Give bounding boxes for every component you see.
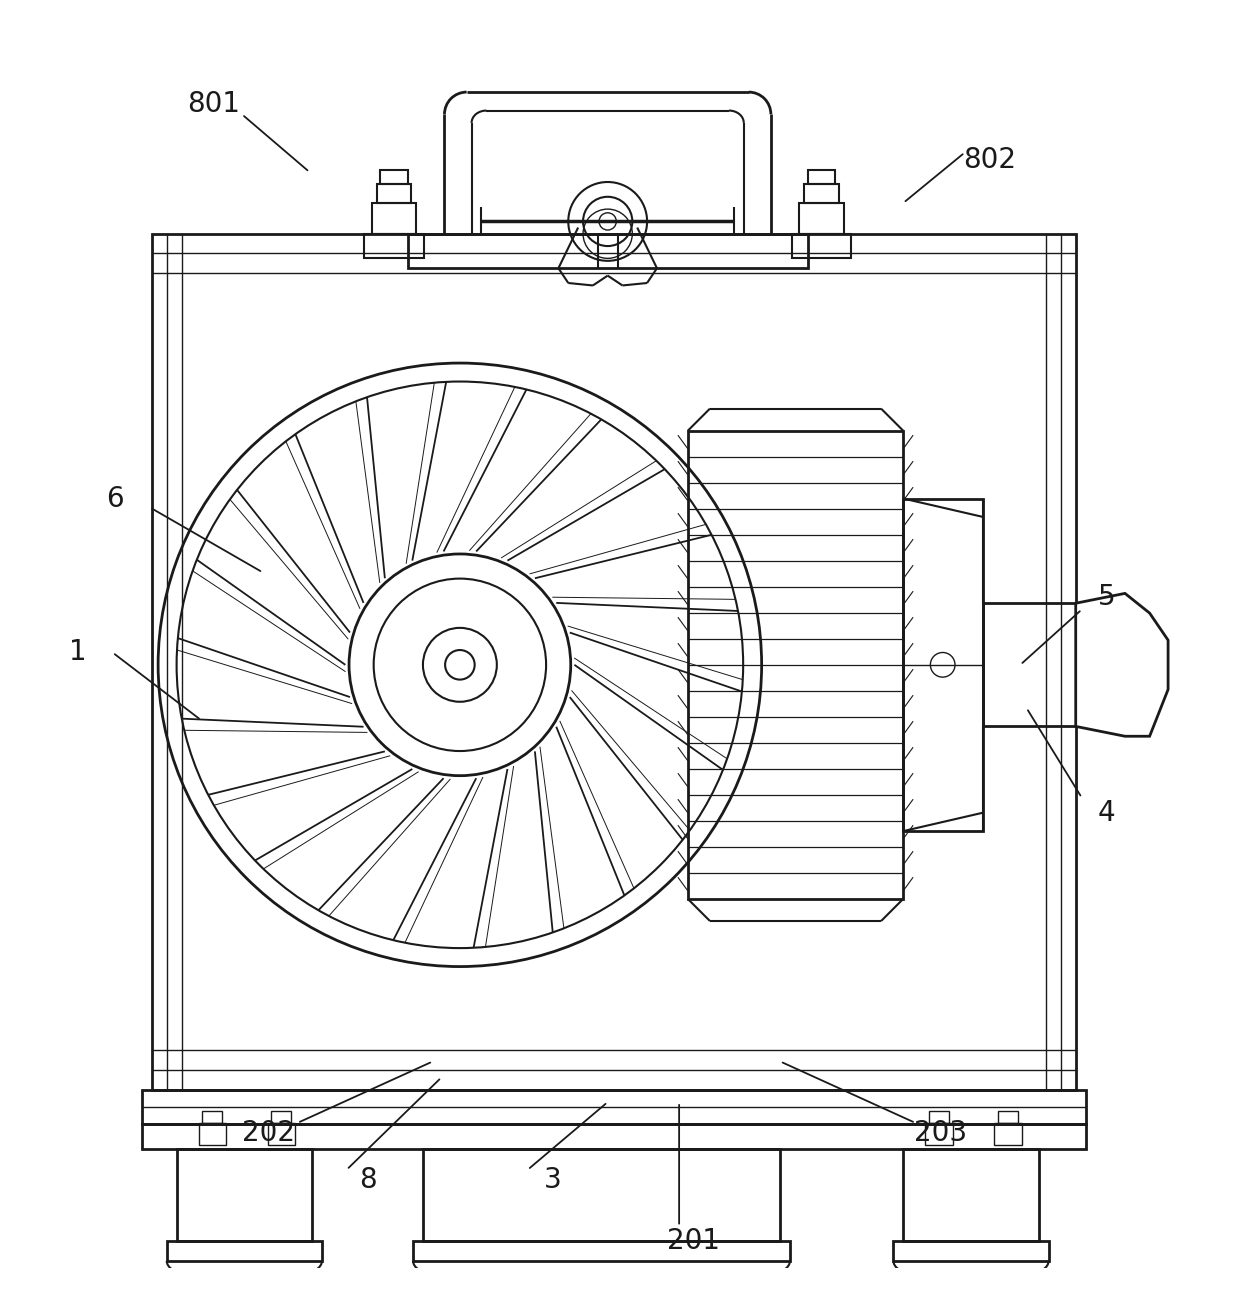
Polygon shape: [1076, 594, 1168, 736]
Bar: [894, 1241, 1049, 1261]
Text: 1: 1: [69, 638, 87, 667]
Bar: [198, 1124, 226, 1146]
Bar: [925, 1124, 952, 1146]
Bar: [153, 234, 1076, 1090]
Bar: [423, 1148, 780, 1241]
Bar: [800, 204, 843, 234]
Bar: [166, 1241, 322, 1261]
Bar: [804, 184, 838, 204]
Bar: [272, 1111, 291, 1124]
Bar: [381, 170, 408, 184]
Bar: [143, 1124, 1085, 1148]
Bar: [929, 1111, 949, 1124]
Text: 802: 802: [963, 146, 1016, 174]
Bar: [377, 184, 412, 204]
Bar: [268, 1124, 295, 1146]
Bar: [365, 234, 424, 258]
Bar: [688, 431, 903, 899]
Bar: [176, 1148, 312, 1241]
Bar: [998, 1111, 1018, 1124]
Bar: [903, 1148, 1039, 1241]
Text: 3: 3: [543, 1165, 562, 1194]
Bar: [807, 170, 835, 184]
Bar: [143, 1090, 1085, 1124]
Text: 801: 801: [187, 90, 241, 119]
Text: 5: 5: [1097, 583, 1115, 611]
Text: 6: 6: [107, 484, 124, 513]
Bar: [372, 204, 417, 234]
Bar: [983, 603, 1076, 727]
Text: 4: 4: [1097, 799, 1115, 826]
Bar: [792, 234, 851, 258]
Bar: [903, 499, 983, 831]
Text: 203: 203: [914, 1118, 967, 1147]
Text: 202: 202: [243, 1118, 295, 1147]
Text: 8: 8: [358, 1165, 376, 1194]
Text: 201: 201: [667, 1227, 720, 1255]
Bar: [994, 1124, 1022, 1146]
Bar: [202, 1111, 222, 1124]
Bar: [413, 1241, 790, 1261]
Bar: [408, 234, 807, 269]
